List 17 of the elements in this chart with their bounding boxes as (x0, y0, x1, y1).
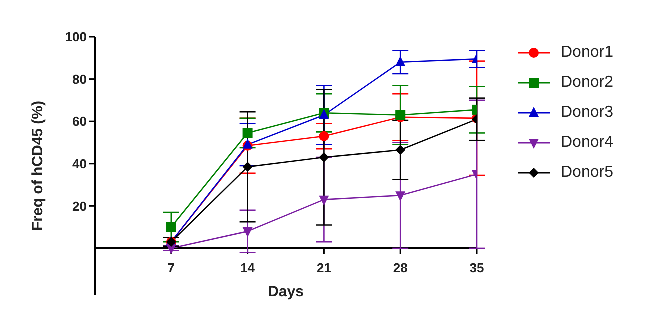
x-axis-title: Days (268, 283, 304, 300)
x-tick-label: 7 (168, 260, 176, 276)
y-tick-label: 80 (72, 72, 87, 87)
legend-label: Donor5 (561, 164, 614, 182)
legend-label: Donor3 (561, 104, 614, 122)
x-tick-label: 28 (393, 260, 408, 276)
legend-label: Donor4 (561, 134, 614, 152)
x-tick-label: 21 (316, 260, 332, 276)
y-tick-label: 60 (72, 114, 87, 130)
y-tick-label: 20 (72, 198, 87, 214)
legend-label: Donor1 (561, 44, 614, 62)
y-tick-label: 100 (65, 30, 87, 45)
y-tick-label: 40 (72, 156, 87, 172)
x-tick-label: 14 (240, 260, 256, 276)
x-tick-label: 35 (470, 260, 484, 276)
legend-label: Donor2 (561, 74, 614, 92)
y-axis-title: Freq of hCD45 (%) (29, 100, 46, 232)
